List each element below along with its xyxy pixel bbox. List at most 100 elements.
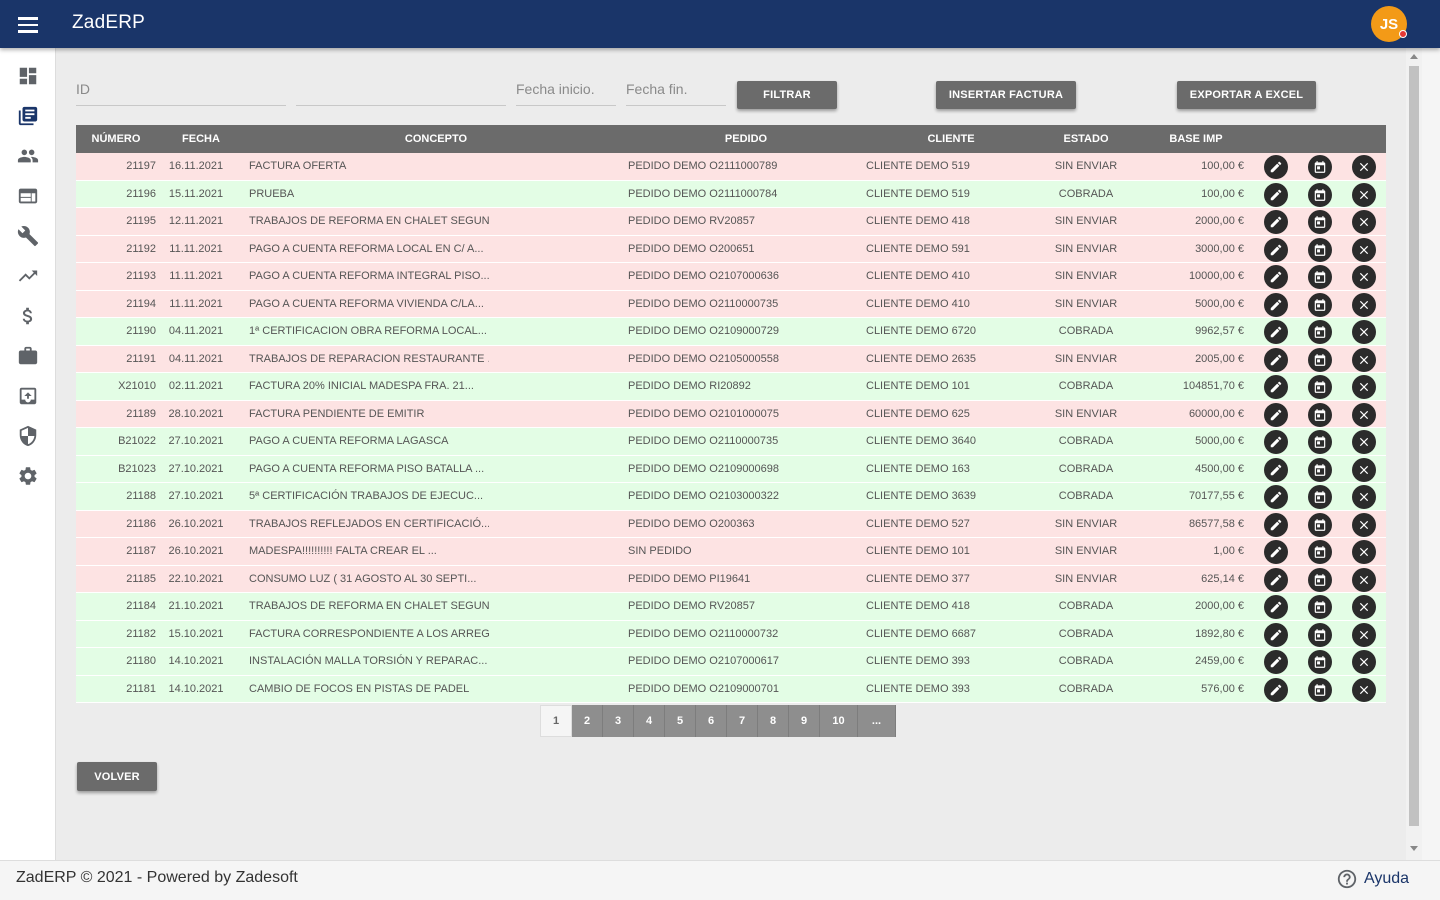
- back-button[interactable]: VOLVER: [77, 762, 157, 791]
- edit-icon[interactable]: [1264, 347, 1288, 372]
- table-row[interactable]: 21191 04.11.2021 TRABAJOS DE REPARACION RE…: [76, 345, 1386, 373]
- edit-icon[interactable]: [1264, 292, 1288, 317]
- close-icon[interactable]: [1352, 320, 1376, 344]
- close-icon[interactable]: [1352, 375, 1376, 399]
- table-row[interactable]: 21184 21.10.2021 TRABAJOS DE REFORMA EN CH…: [76, 593, 1386, 621]
- table-row[interactable]: 21181 14.10.2021 CAMBIO DE FOCOS EN PISTAS…: [76, 675, 1386, 703]
- page-button[interactable]: 7: [727, 705, 758, 737]
- sidebar-item-tools[interactable]: [0, 216, 56, 256]
- sidebar-item-finance[interactable]: [0, 296, 56, 336]
- calendar-icon[interactable]: [1308, 650, 1332, 674]
- close-icon[interactable]: [1352, 512, 1376, 537]
- page-button[interactable]: ...: [858, 705, 896, 737]
- edit-icon[interactable]: [1264, 430, 1288, 454]
- table-row[interactable]: 21192 11.11.2021 PAGO A CUENTA REFORMA LOC…: [76, 235, 1386, 263]
- table-row[interactable]: 21187 26.10.2021 MADESPA!!!!!!!!!! FALTA C…: [76, 538, 1386, 566]
- header-fecha[interactable]: FECHA: [182, 133, 220, 145]
- edit-icon[interactable]: [1264, 567, 1288, 592]
- close-icon[interactable]: [1352, 347, 1376, 372]
- table-row[interactable]: X21010 02.11.2021 FACTURA 20% INICIAL MADE…: [76, 373, 1386, 401]
- page-button[interactable]: 5: [665, 705, 696, 737]
- close-icon[interactable]: [1352, 292, 1376, 317]
- page-button[interactable]: 8: [758, 705, 789, 737]
- text-filter-input[interactable]: [296, 74, 506, 104]
- table-row[interactable]: 21186 26.10.2021 TRABAJOS REFLEJADOS EN CE…: [76, 510, 1386, 538]
- table-row[interactable]: 21180 14.10.2021 INSTALACIÓN MALLA TORSIÓN…: [76, 648, 1386, 676]
- table-row[interactable]: 21195 12.11.2021 TRABAJOS DE REFORMA EN CH…: [76, 208, 1386, 236]
- header-concepto[interactable]: CONCEPTO: [404, 133, 468, 145]
- edit-icon[interactable]: [1264, 622, 1288, 647]
- edit-icon[interactable]: [1264, 210, 1288, 234]
- content-scrollbar[interactable]: [1406, 48, 1422, 860]
- calendar-icon[interactable]: [1308, 347, 1332, 372]
- calendar-icon[interactable]: [1308, 430, 1332, 454]
- page-scrollbar[interactable]: [1422, 0, 1440, 900]
- edit-icon[interactable]: [1264, 265, 1288, 289]
- calendar-icon[interactable]: [1308, 182, 1332, 207]
- calendar-icon[interactable]: [1308, 457, 1332, 482]
- page-button[interactable]: 10: [820, 705, 858, 737]
- page-button[interactable]: 1: [540, 705, 572, 737]
- table-row[interactable]: 21194 11.11.2021 PAGO A CUENTA REFORMA VIV…: [76, 290, 1386, 318]
- table-row[interactable]: 21193 11.11.2021 PAGO A CUENTA REFORMA INT…: [76, 263, 1386, 291]
- sidebar-item-stats[interactable]: [0, 256, 56, 296]
- calendar-icon[interactable]: [1308, 540, 1332, 564]
- edit-icon[interactable]: [1264, 595, 1288, 619]
- sidebar-item-security[interactable]: [0, 416, 56, 456]
- calendar-icon[interactable]: [1308, 237, 1332, 262]
- calendar-icon[interactable]: [1308, 622, 1332, 647]
- sidebar-item-dashboard[interactable]: [0, 56, 56, 96]
- table-row[interactable]: 21197 16.11.2021 FACTURA OFERTA PEDIDO DEMO…: [76, 153, 1386, 181]
- start-date-input[interactable]: [516, 74, 616, 104]
- sidebar-item-projects[interactable]: [0, 336, 56, 376]
- page-button[interactable]: 4: [634, 705, 665, 737]
- id-filter-input[interactable]: [76, 74, 286, 104]
- close-icon[interactable]: [1352, 540, 1376, 564]
- edit-icon[interactable]: [1264, 375, 1288, 399]
- edit-icon[interactable]: [1264, 457, 1288, 482]
- edit-icon[interactable]: [1264, 677, 1288, 702]
- header-base[interactable]: BASE IMP: [1169, 133, 1223, 145]
- calendar-icon[interactable]: [1308, 292, 1332, 317]
- calendar-icon[interactable]: [1308, 402, 1332, 427]
- header-pedido[interactable]: PEDIDO: [724, 133, 768, 145]
- table-row[interactable]: 21189 28.10.2021 FACTURA PENDIENTE DE EMIT…: [76, 400, 1386, 428]
- sidebar-item-web[interactable]: [0, 176, 56, 216]
- close-icon[interactable]: [1352, 155, 1376, 179]
- table-row[interactable]: 21182 15.10.2021 FACTURA CORRESPONDIENTE A…: [76, 620, 1386, 648]
- scroll-down-arrow[interactable]: [1410, 846, 1418, 851]
- page-button[interactable]: 2: [572, 705, 603, 737]
- calendar-icon[interactable]: [1308, 210, 1332, 234]
- calendar-icon[interactable]: [1308, 677, 1332, 702]
- edit-icon[interactable]: [1264, 485, 1288, 509]
- close-icon[interactable]: [1352, 567, 1376, 592]
- close-icon[interactable]: [1352, 622, 1376, 647]
- table-row[interactable]: 21188 27.10.2021 5ª CERTIFICACIÓN TRABAJOS…: [76, 483, 1386, 511]
- calendar-icon[interactable]: [1308, 595, 1332, 619]
- header-cliente[interactable]: CLIENTE: [927, 133, 975, 145]
- close-icon[interactable]: [1352, 402, 1376, 427]
- edit-icon[interactable]: [1264, 155, 1288, 179]
- help-link[interactable]: Ayuda: [1336, 868, 1409, 890]
- page-button[interactable]: 9: [789, 705, 820, 737]
- edit-icon[interactable]: [1264, 320, 1288, 344]
- close-icon[interactable]: [1352, 430, 1376, 454]
- header-estado[interactable]: ESTADO: [1063, 133, 1109, 145]
- scroll-up-arrow[interactable]: [1410, 54, 1418, 59]
- calendar-icon[interactable]: [1308, 155, 1332, 179]
- table-row[interactable]: B21022 27.10.2021 PAGO A CUENTA REFORMA LA…: [76, 428, 1386, 456]
- export-excel-button[interactable]: EXPORTAR A EXCEL: [1177, 81, 1316, 109]
- calendar-icon[interactable]: [1308, 512, 1332, 537]
- edit-icon[interactable]: [1264, 402, 1288, 427]
- close-icon[interactable]: [1352, 210, 1376, 234]
- sidebar-item-clients[interactable]: [0, 136, 56, 176]
- close-icon[interactable]: [1352, 485, 1376, 509]
- filter-button[interactable]: FILTRAR: [737, 81, 837, 109]
- sidebar-item-archive[interactable]: [0, 376, 56, 416]
- calendar-icon[interactable]: [1308, 320, 1332, 344]
- edit-icon[interactable]: [1264, 512, 1288, 537]
- user-avatar[interactable]: JS: [1371, 6, 1407, 42]
- scroll-thumb[interactable]: [1409, 66, 1419, 826]
- sidebar-item-invoices[interactable]: [0, 96, 56, 136]
- sidebar-item-settings[interactable]: [0, 456, 56, 496]
